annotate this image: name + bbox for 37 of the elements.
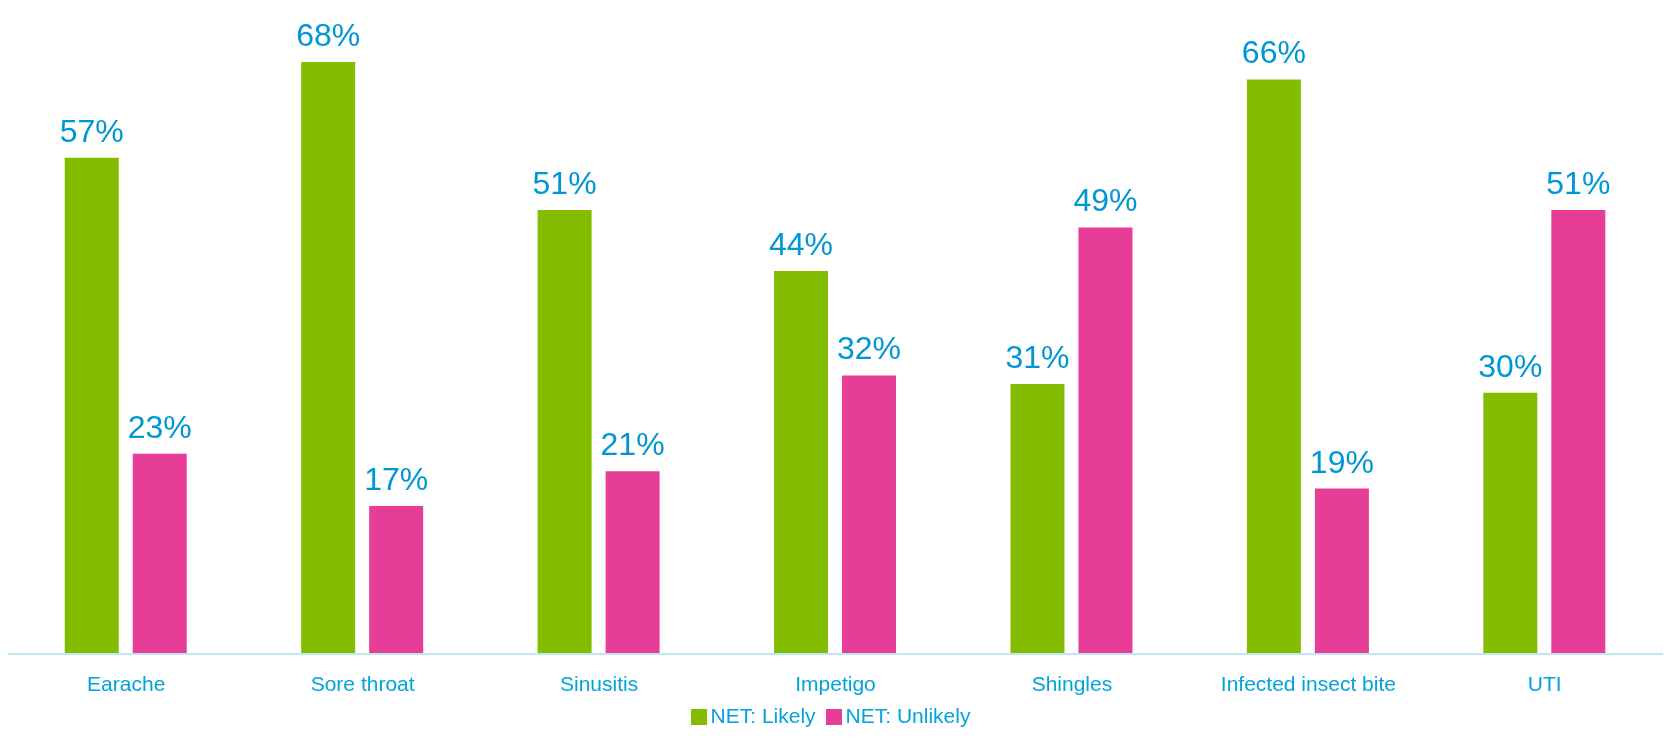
bar [842, 375, 897, 654]
bar [1078, 227, 1133, 654]
bar [1314, 488, 1369, 654]
data-label: 17% [364, 461, 429, 497]
bar [537, 210, 592, 654]
x-tick-label: Shingles [1031, 671, 1113, 695]
data-label: 51% [1546, 165, 1611, 201]
x-tick-label: Earache [87, 671, 166, 695]
bar [64, 157, 119, 654]
data-label: 30% [1478, 347, 1543, 384]
data-label: 31% [1005, 339, 1070, 376]
data-label: 23% [127, 408, 192, 445]
x-tick-label: Sinusitis [559, 671, 639, 695]
bar [301, 62, 356, 654]
data-label: 51% [532, 165, 597, 201]
bar [605, 471, 660, 654]
x-tick-label: UTI [1527, 671, 1562, 695]
data-label: 57% [59, 112, 124, 149]
x-tick-label: Sore throat [310, 671, 415, 695]
data-label: 44% [769, 225, 834, 262]
data-label: 21% [600, 426, 665, 463]
legend-label: NET: Unlikely [845, 704, 971, 727]
bar [1010, 384, 1065, 654]
data-label: 68% [296, 17, 361, 53]
data-label: 32% [837, 330, 902, 367]
x-tick-label: Infected insect bite [1220, 671, 1396, 695]
bar [1551, 210, 1606, 654]
legend-label: NET: Likely [710, 704, 816, 727]
x-tick-label: Impetigo [795, 671, 876, 695]
bar [369, 506, 424, 654]
data-label: 66% [1241, 34, 1306, 71]
bar [774, 270, 829, 654]
bar [1483, 392, 1538, 654]
data-label: 19% [1309, 443, 1374, 480]
bar [1246, 79, 1301, 654]
data-label: 49% [1073, 182, 1138, 219]
bar [132, 453, 187, 654]
